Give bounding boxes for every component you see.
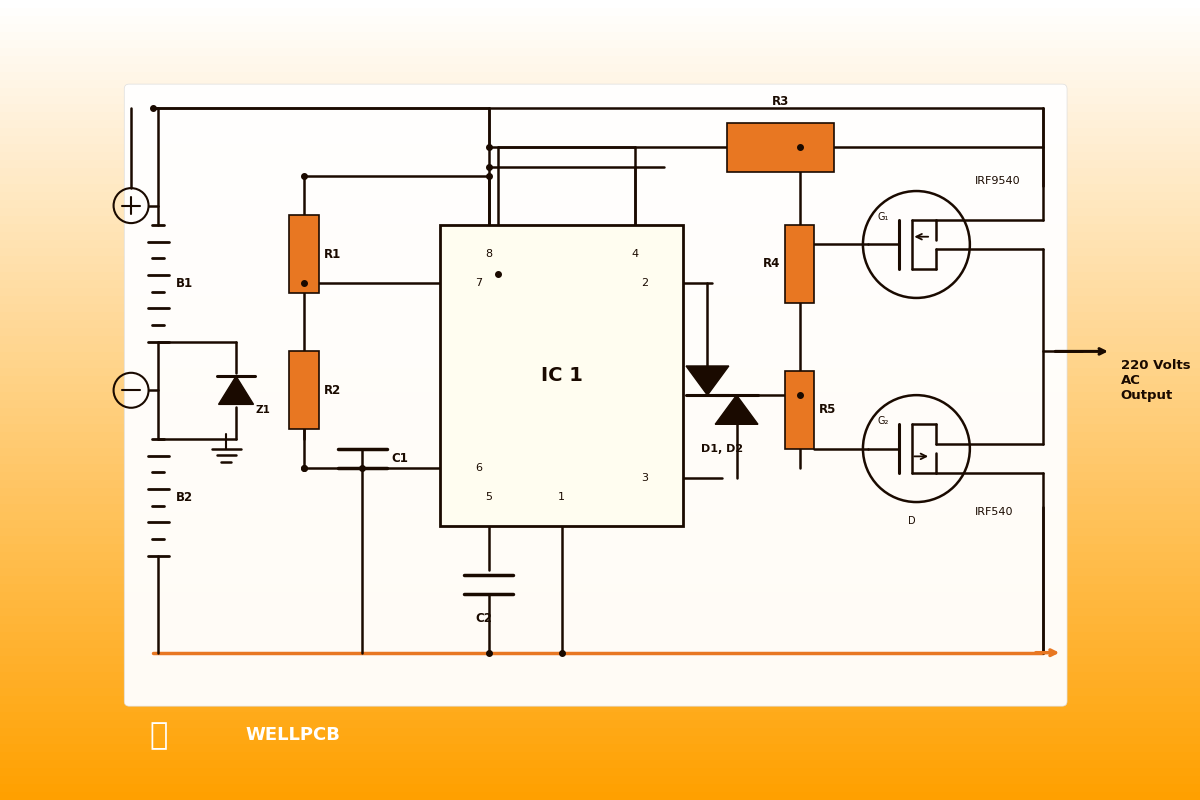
Text: G₁: G₁ — [877, 212, 889, 222]
Bar — [785, 225, 815, 303]
Text: R1: R1 — [324, 248, 341, 261]
Text: 3: 3 — [641, 473, 648, 482]
Text: Ⓦ: Ⓦ — [149, 721, 168, 750]
Polygon shape — [218, 376, 253, 404]
Text: 2: 2 — [641, 278, 648, 288]
Text: IRF540: IRF540 — [974, 506, 1013, 517]
Text: B2: B2 — [175, 490, 193, 504]
Text: 1: 1 — [558, 492, 565, 502]
Polygon shape — [715, 395, 758, 424]
Text: IRF9540: IRF9540 — [974, 176, 1020, 186]
Text: C2: C2 — [475, 612, 492, 625]
Bar — [727, 123, 834, 171]
Text: 6: 6 — [475, 463, 482, 473]
Text: D: D — [907, 517, 916, 526]
Text: R4: R4 — [763, 258, 780, 270]
Text: 5: 5 — [485, 492, 492, 502]
Text: 8: 8 — [485, 250, 492, 259]
Bar — [289, 351, 319, 429]
Text: D1, D2: D1, D2 — [701, 443, 743, 454]
Text: B1: B1 — [175, 277, 193, 290]
Text: IC 1: IC 1 — [541, 366, 582, 386]
Bar — [289, 215, 319, 293]
Text: R2: R2 — [324, 384, 341, 397]
Text: 4: 4 — [631, 250, 638, 259]
Text: R3: R3 — [772, 95, 788, 109]
Text: R5: R5 — [820, 403, 836, 416]
Bar — [785, 371, 815, 449]
Text: 220 Volts
AC
Output: 220 Volts AC Output — [1121, 359, 1190, 402]
Text: 7: 7 — [475, 278, 482, 288]
FancyBboxPatch shape — [125, 84, 1067, 706]
Text: C1: C1 — [391, 452, 408, 465]
Text: Z1: Z1 — [256, 405, 270, 414]
Text: G₂: G₂ — [877, 416, 889, 426]
Bar — [440, 225, 683, 526]
Polygon shape — [686, 366, 728, 395]
Text: WELLPCB: WELLPCB — [246, 726, 341, 744]
